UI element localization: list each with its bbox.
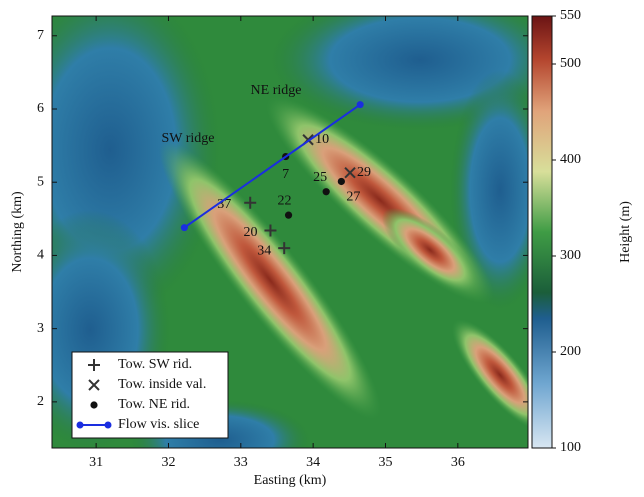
tower-label: 27 [346, 190, 360, 205]
tower-label: 22 [278, 193, 292, 208]
tower-label: 20 [243, 225, 257, 240]
colorbar-tick-label: 300 [560, 248, 581, 263]
y-tick-label: 3 [37, 321, 44, 336]
x-tick-label: 31 [89, 455, 103, 470]
annotation: SW ridge [161, 131, 214, 146]
colorbar-label: Height (m) [618, 201, 633, 263]
legend-swatch [105, 422, 112, 429]
y-tick-label: 2 [37, 394, 44, 409]
y-tick-label: 4 [37, 248, 44, 263]
y-axis-label: Northing (km) [10, 191, 25, 273]
tower-label: 7 [282, 167, 289, 182]
legend-label: Tow. inside val. [118, 377, 206, 392]
colorbar [532, 16, 552, 448]
x-axis-label: Easting (km) [254, 473, 327, 488]
colorbar-tick-label: 500 [560, 56, 581, 71]
marker [338, 178, 345, 185]
tower-label: 29 [357, 165, 371, 180]
chart: Easting (km) Northing (km) Height (m) NE… [0, 0, 644, 492]
slice-end [181, 224, 188, 231]
marker [323, 188, 330, 195]
colorbar-tick-label: 550 [560, 8, 581, 23]
x-tick-label: 34 [306, 455, 320, 470]
y-tick-label: 6 [37, 101, 44, 116]
legend-swatch [90, 401, 97, 408]
legend-label: Tow. NE rid. [118, 397, 190, 412]
slice-end [357, 101, 364, 108]
tower-label: 34 [257, 243, 271, 258]
x-tick-label: 32 [161, 455, 175, 470]
colorbar-tick-label: 400 [560, 152, 581, 167]
y-tick-label: 7 [37, 28, 44, 43]
legend-swatch [77, 422, 84, 429]
x-tick-label: 35 [378, 455, 392, 470]
legend: Tow. SW rid. Tow. inside val. Tow. NE rid.… [72, 352, 228, 438]
annotation: NE ridge [251, 83, 302, 98]
x-tick-label: 33 [234, 455, 248, 470]
colorbar-tick-label: 200 [560, 344, 581, 359]
marker [285, 212, 292, 219]
legend-label: Tow. SW rid. [118, 357, 192, 372]
y-tick-label: 5 [37, 174, 44, 189]
x-tick-label: 36 [451, 455, 465, 470]
colorbar-tick-label: 100 [560, 440, 581, 455]
legend-label: Flow vis. slice [118, 417, 199, 432]
tower-label: 25 [313, 170, 327, 185]
